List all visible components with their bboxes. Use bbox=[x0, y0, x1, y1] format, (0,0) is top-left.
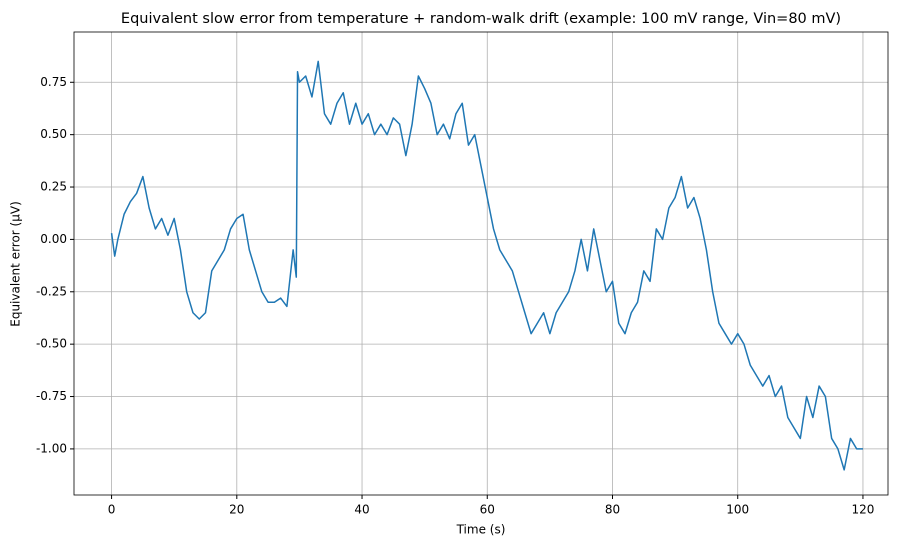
x-tick-label: 100 bbox=[726, 503, 749, 517]
y-tick-label: -0.75 bbox=[36, 389, 67, 403]
y-tick-label: 0.75 bbox=[40, 75, 67, 89]
x-tick-label: 40 bbox=[354, 503, 369, 517]
plot-frame bbox=[73, 31, 889, 496]
y-tick-label: -1.00 bbox=[36, 441, 67, 455]
x-tick-label: 60 bbox=[480, 503, 495, 517]
y-tick-label: -0.50 bbox=[36, 337, 67, 351]
chart-title: Equivalent slow error from temperature +… bbox=[121, 11, 841, 27]
x-tick-label: 0 bbox=[108, 503, 116, 517]
x-tick-label: 20 bbox=[229, 503, 244, 517]
y-tick-label: 0.25 bbox=[40, 180, 67, 194]
x-axis-label: Time (s) bbox=[456, 523, 506, 537]
y-tick-label: -0.25 bbox=[36, 284, 67, 298]
y-tick-label: 0.50 bbox=[40, 127, 67, 141]
y-axis-label: Equivalent error (µV) bbox=[9, 201, 23, 327]
x-tick-label: 80 bbox=[605, 503, 620, 517]
x-tick-label: 120 bbox=[852, 503, 875, 517]
y-tick-label: 0.00 bbox=[40, 232, 67, 246]
data-line bbox=[110, 60, 863, 471]
